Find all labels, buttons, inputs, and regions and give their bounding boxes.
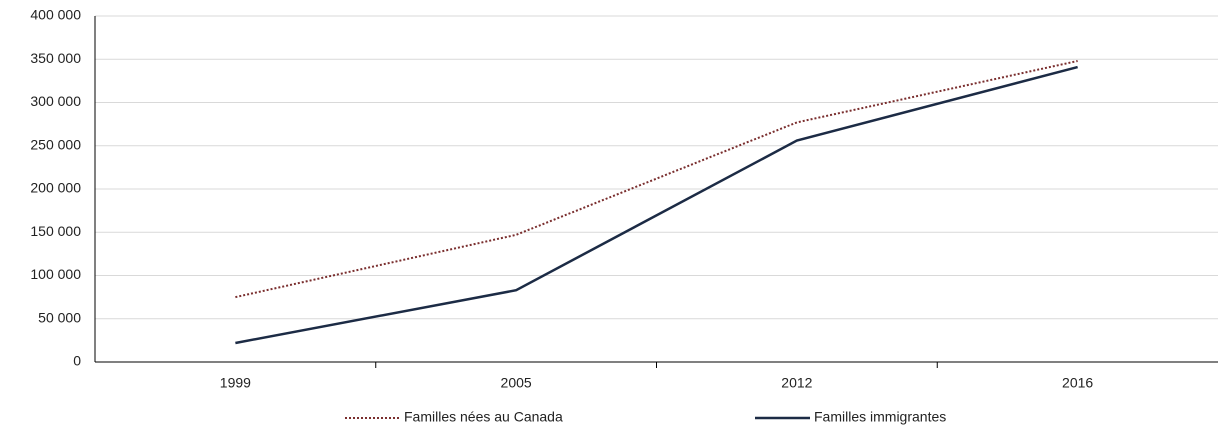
- y-tick-label: 250 000: [30, 136, 81, 152]
- y-tick-label: 150 000: [30, 223, 81, 239]
- x-tick-label: 1999: [220, 375, 251, 391]
- y-tick-label: 350 000: [30, 50, 81, 66]
- legend-label: Familles immigrantes: [814, 409, 946, 425]
- x-tick-label: 2016: [1062, 375, 1093, 391]
- y-tick-label: 300 000: [30, 93, 81, 109]
- y-tick-label: 400 000: [30, 7, 81, 23]
- y-tick-label: 50 000: [38, 309, 81, 325]
- series-line: [235, 65, 1078, 345]
- y-tick-label: 200 000: [30, 180, 81, 196]
- x-tick-label: 2005: [501, 375, 532, 391]
- y-tick-label: 100 000: [30, 266, 81, 282]
- y-tick-label: 0: [73, 353, 81, 369]
- x-tick-label: 2012: [781, 375, 812, 391]
- series-line: [235, 60, 1078, 299]
- legend-label: Familles nées au Canada: [404, 409, 563, 425]
